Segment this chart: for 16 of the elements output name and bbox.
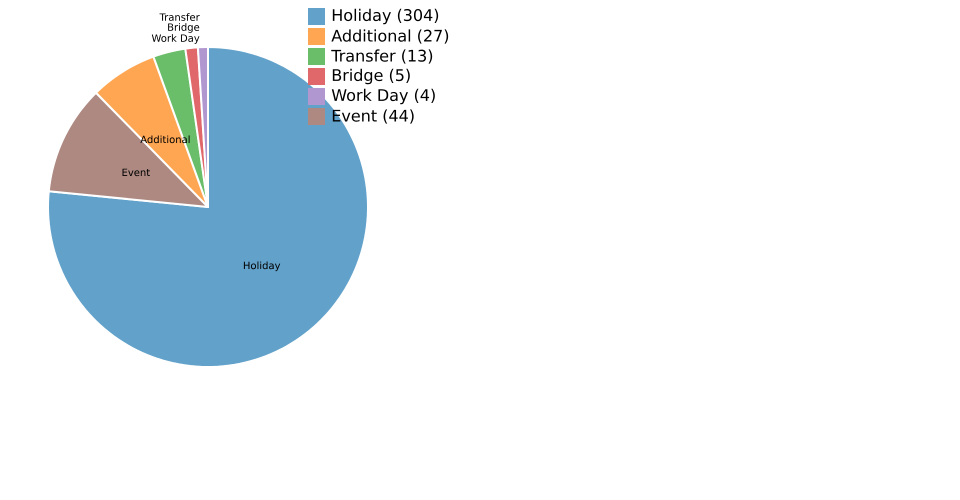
legend-label: Work Day <box>332 88 408 104</box>
data-label: (44) <box>384 109 414 124</box>
slice-label: Transfer <box>160 13 200 21</box>
legend-label: Holiday <box>332 8 391 24</box>
data-label: (4) <box>414 88 435 104</box>
legend-label: Transfer <box>331 49 396 62</box>
slice-label: Holiday <box>244 261 280 272</box>
slice-label: Event <box>122 168 150 176</box>
legend-label: Bridge <box>332 68 383 84</box>
data-label: (304) <box>398 8 438 24</box>
slice-label: Bridge <box>168 23 200 33</box>
data-label: (13) <box>402 49 432 64</box>
data-label: (5) <box>390 68 410 84</box>
slice-label: Work Day <box>152 34 200 44</box>
data-label: (27) <box>418 29 448 44</box>
legend-label: Additional <box>331 29 410 42</box>
